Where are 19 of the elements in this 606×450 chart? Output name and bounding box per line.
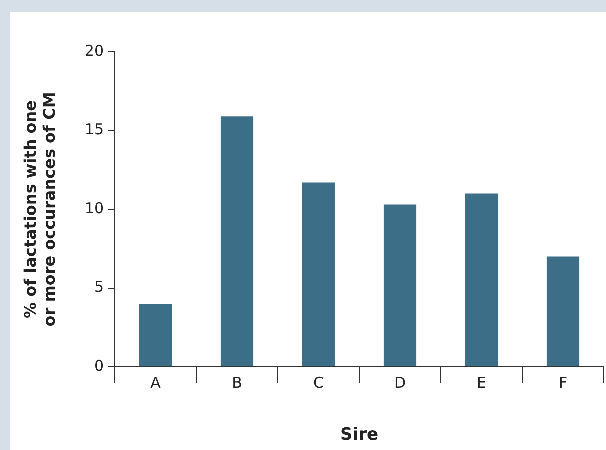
bar [302, 182, 336, 366]
x-tick-label: F [558, 374, 568, 392]
x-tick-label: E [477, 374, 486, 392]
bar [465, 194, 498, 366]
y-tick-label: 0 [94, 356, 104, 375]
y-tick-label: 10 [84, 199, 104, 218]
x-tick-label: A [150, 374, 162, 392]
y-axis-title: % of lactations with one or more occurances of CM [20, 92, 59, 327]
bar [139, 304, 172, 366]
bar [546, 256, 580, 366]
x-tick-label: B [232, 374, 242, 392]
x-tick-label: D [394, 374, 406, 392]
y-tick-label: 5 [94, 278, 104, 296]
y-tick-label: 20 [84, 42, 104, 60]
bar [384, 204, 417, 366]
bar [220, 116, 254, 366]
x-axis-title: Sire [340, 425, 378, 446]
y-tick-label: 15 [84, 120, 104, 139]
x-tick-label: C [314, 374, 324, 392]
